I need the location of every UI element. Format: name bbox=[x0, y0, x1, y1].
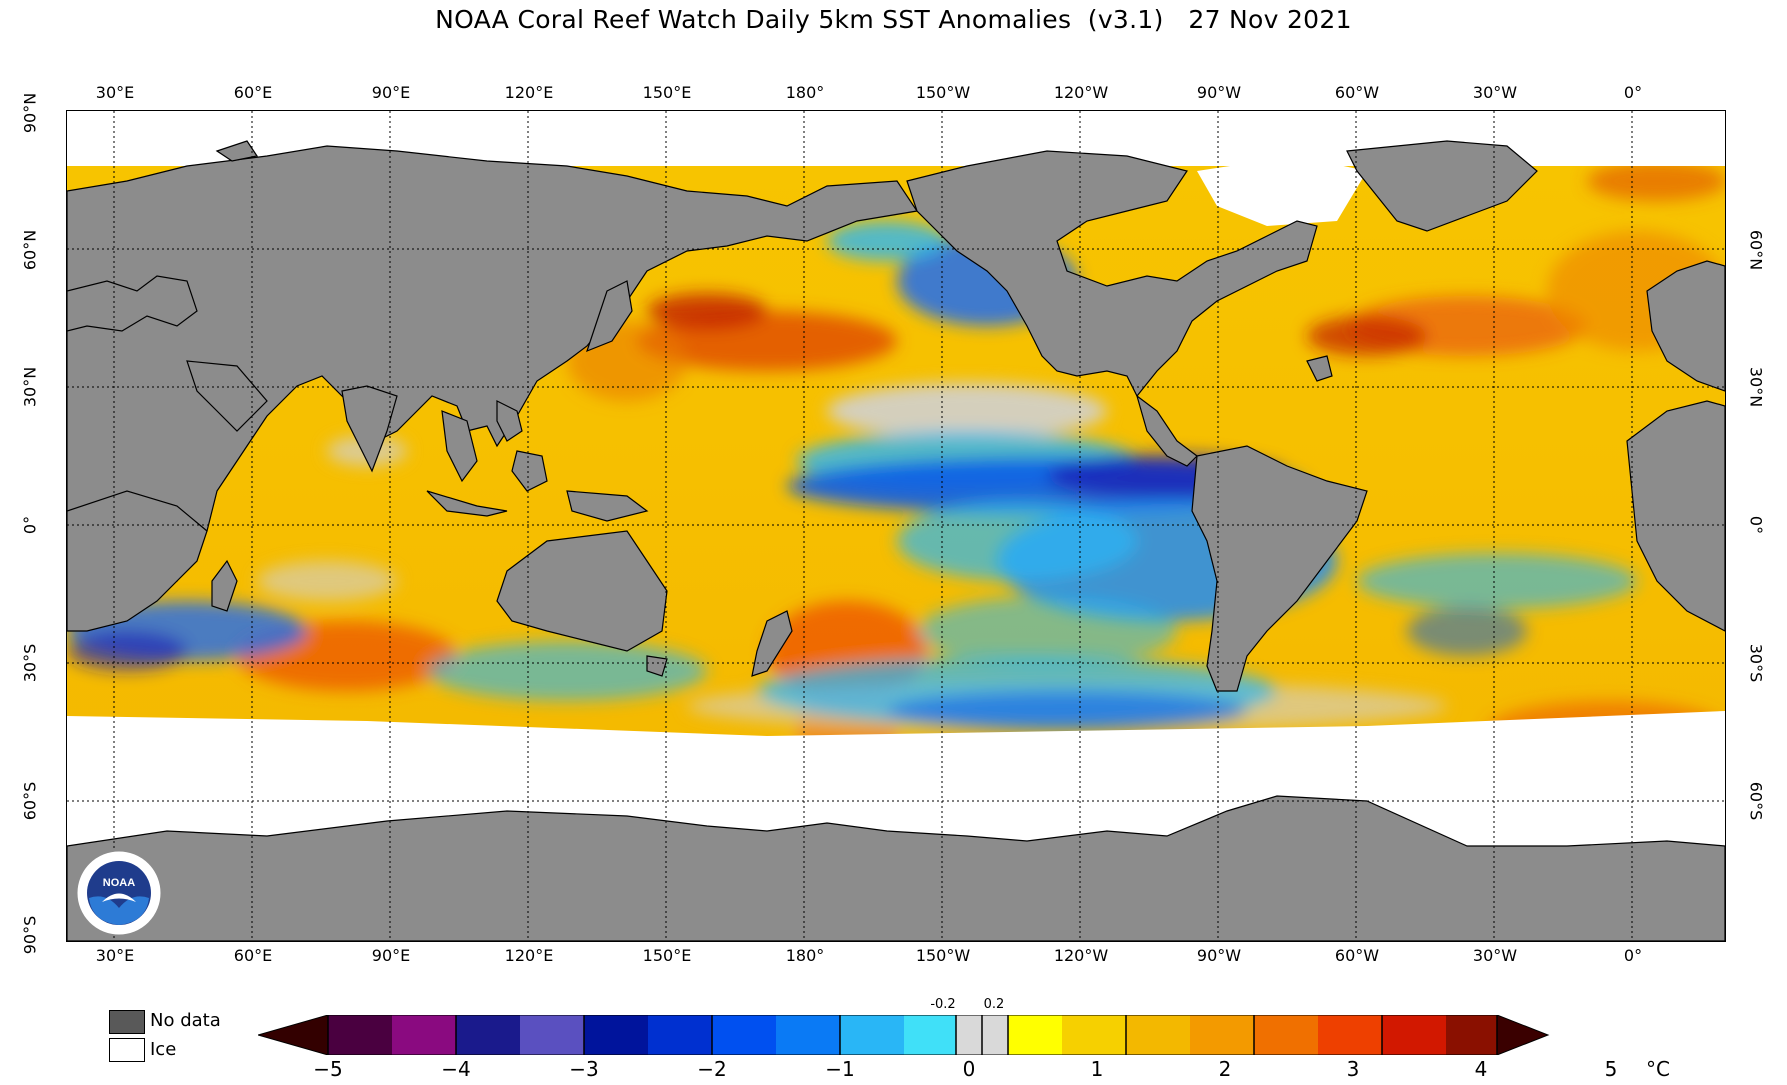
lon-label: 90°E bbox=[371, 83, 411, 102]
lon-label: 60°W bbox=[1334, 946, 1380, 965]
lat-label: 30°N bbox=[1746, 366, 1766, 408]
lon-label: 150°E bbox=[642, 946, 692, 965]
lat-label: 30°S bbox=[1746, 643, 1766, 683]
lon-label: 180° bbox=[785, 83, 825, 102]
map-canvas bbox=[67, 111, 1725, 941]
lat-label: 30°N bbox=[20, 366, 40, 408]
map-title: NOAA Coral Reef Watch Daily 5km SST Anom… bbox=[435, 5, 1352, 34]
lon-label: 30°W bbox=[1472, 946, 1518, 965]
lon-label: 90°W bbox=[1196, 83, 1242, 102]
colorbar-tick: 0 bbox=[962, 1057, 976, 1081]
colorbar-unit: °C bbox=[1646, 1057, 1670, 1081]
lon-label: 90°E bbox=[371, 946, 411, 965]
lon-label: 120°E bbox=[504, 946, 554, 965]
lat-label: 90°N bbox=[20, 92, 40, 134]
lat-label: 90°S bbox=[20, 915, 40, 955]
lat-label: 60°S bbox=[1746, 781, 1766, 821]
lon-label: 30°W bbox=[1472, 83, 1518, 102]
lat-label: 60°N bbox=[20, 229, 40, 271]
ice-label: Ice bbox=[150, 1039, 177, 1060]
lon-label: 150°W bbox=[915, 83, 971, 102]
lat-label: 60°S bbox=[20, 781, 40, 821]
colorbar-tick: −3 bbox=[569, 1057, 599, 1081]
lon-label: 150°E bbox=[642, 83, 692, 102]
lon-label: 60°W bbox=[1334, 83, 1380, 102]
lon-label: 30°E bbox=[95, 946, 135, 965]
colorbar-tick: −1 bbox=[825, 1057, 855, 1081]
lat-label: 0° bbox=[1746, 515, 1766, 535]
colorbar-tick: 2 bbox=[1218, 1057, 1232, 1081]
land-masses bbox=[67, 140, 1725, 941]
lat-label: 30°S bbox=[20, 643, 40, 683]
colorbar-small-tick: 0.2 bbox=[983, 997, 1005, 1012]
lon-label: 0° bbox=[1623, 83, 1643, 102]
graticule bbox=[67, 111, 1725, 941]
lon-label: 180° bbox=[785, 946, 825, 965]
colorbar-small-tick: -0.2 bbox=[930, 997, 956, 1012]
lon-label: 90°W bbox=[1196, 946, 1242, 965]
sst-anomaly-map bbox=[66, 110, 1726, 942]
colorbar-tick: −5 bbox=[313, 1057, 343, 1081]
no-data-label: No data bbox=[150, 1010, 221, 1031]
lon-label: 120°W bbox=[1053, 946, 1109, 965]
lon-label: 150°W bbox=[915, 946, 971, 965]
no-data-swatch bbox=[109, 1010, 145, 1034]
lon-label: 60°E bbox=[233, 946, 273, 965]
lat-label: 0° bbox=[20, 515, 40, 535]
lon-label: 60°E bbox=[233, 83, 273, 102]
lon-label: 120°W bbox=[1053, 83, 1109, 102]
colorbar-tick: 3 bbox=[1346, 1057, 1360, 1081]
colorbar-tick: 1 bbox=[1090, 1057, 1104, 1081]
lat-label: 60°N bbox=[1746, 229, 1766, 271]
colorbar-tick: −2 bbox=[697, 1057, 727, 1081]
colorbar-tick: 4 bbox=[1474, 1057, 1488, 1081]
colorbar-tick: 5 bbox=[1604, 1057, 1618, 1081]
logo-text: NOAA bbox=[103, 877, 135, 889]
colorbar bbox=[258, 1015, 1550, 1055]
noaa-logo: NOAA bbox=[76, 850, 162, 936]
lon-label: 30°E bbox=[95, 83, 135, 102]
lon-label: 0° bbox=[1623, 946, 1643, 965]
lon-label: 120°E bbox=[504, 83, 554, 102]
colorbar-tick: −4 bbox=[441, 1057, 471, 1081]
ice-swatch bbox=[109, 1038, 145, 1062]
